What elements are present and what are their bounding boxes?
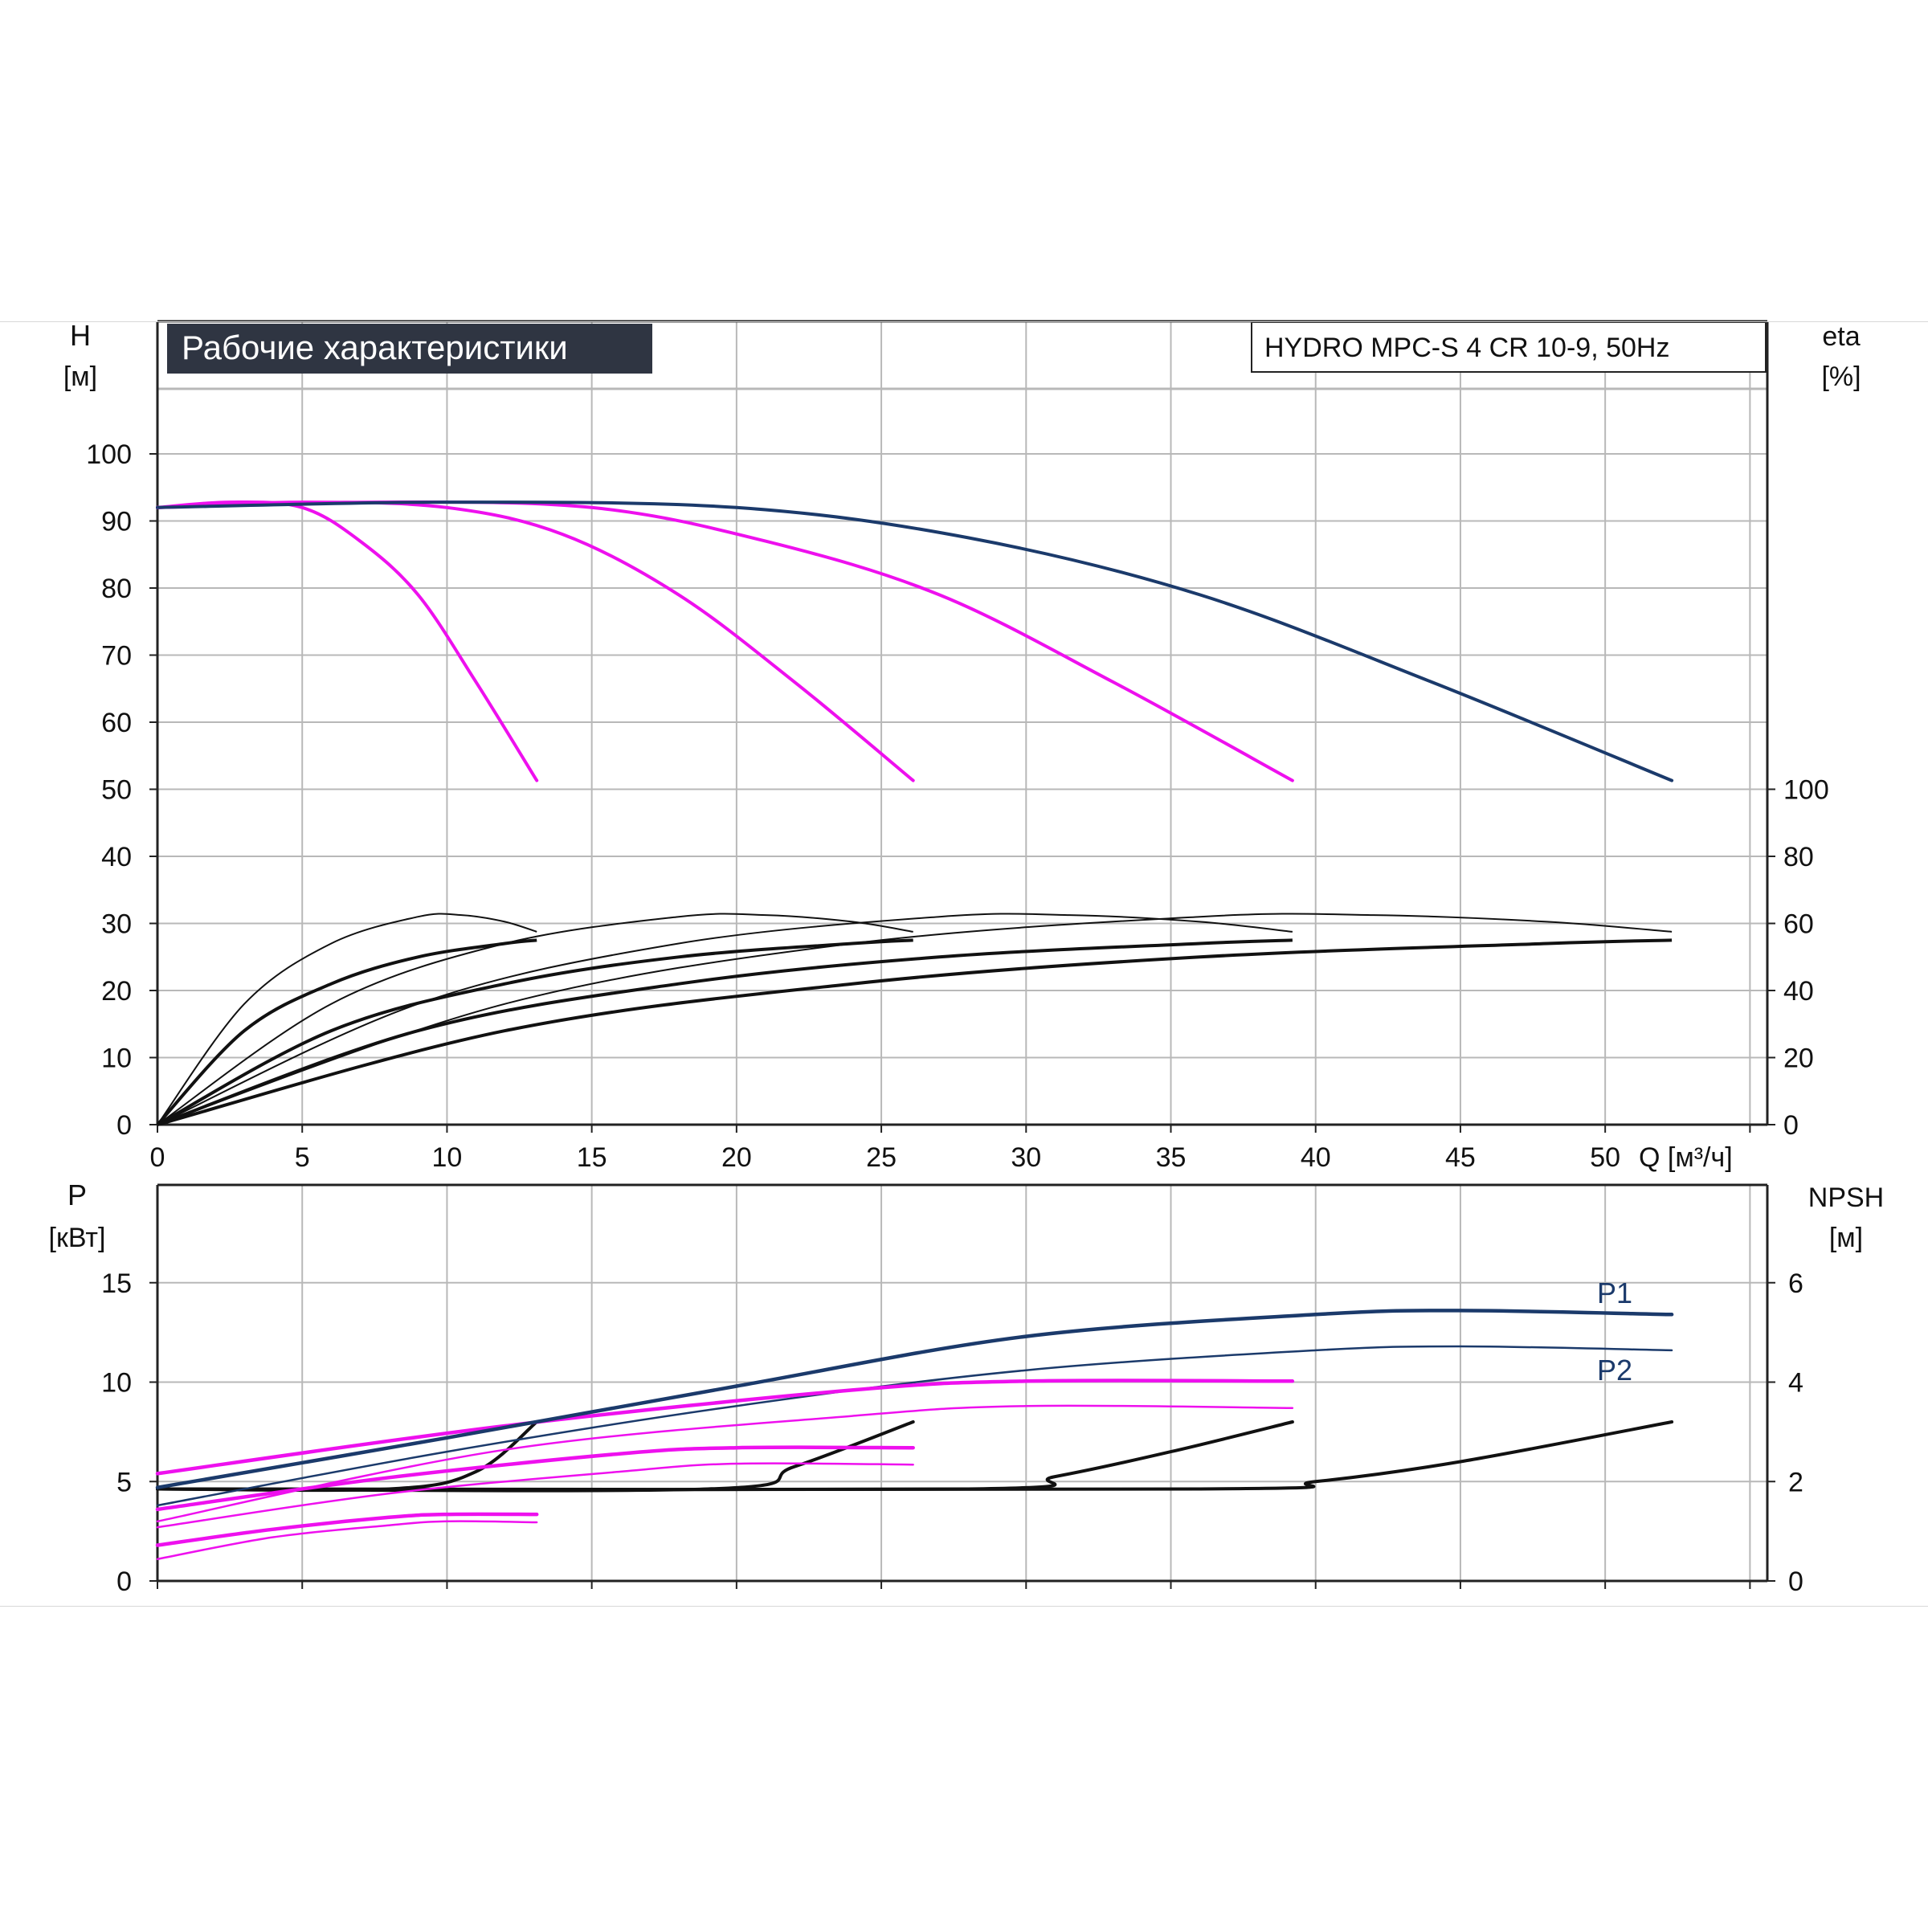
eta-curve xyxy=(157,913,537,1125)
y2-tick-label: 20 xyxy=(1783,1044,1814,1074)
p-axis-unit: [кВт] xyxy=(49,1223,106,1253)
y-tick-label: 80 xyxy=(101,574,132,604)
head-curve xyxy=(156,500,1674,782)
eta-curve xyxy=(157,913,913,1125)
p-axis-title: P xyxy=(67,1178,87,1211)
p2-curve xyxy=(156,1462,914,1529)
y2-tick-label: 80 xyxy=(1783,842,1814,872)
p-tick-label: 15 xyxy=(101,1268,132,1299)
x-tick-label: 5 xyxy=(295,1142,310,1173)
head-curve xyxy=(156,500,1294,782)
npsh-tick-label: 4 xyxy=(1788,1368,1803,1399)
p1-curve xyxy=(155,1445,915,1512)
npsh-axis-title: NPSH xyxy=(1808,1182,1884,1213)
y-tick-label: 50 xyxy=(101,775,132,806)
y-tick-label: 100 xyxy=(86,439,132,470)
y-tick-label: 20 xyxy=(101,976,132,1007)
performance-grid xyxy=(157,321,1767,1125)
head-curves xyxy=(156,500,1674,782)
y-tick-label: 90 xyxy=(101,507,132,537)
x-tick-label: 20 xyxy=(721,1142,752,1173)
eta-curve xyxy=(157,938,1673,1126)
y-axis-unit: [м] xyxy=(63,361,97,392)
chart-title: Рабочие характеристики xyxy=(182,329,568,366)
y-tick-label: 70 xyxy=(101,641,132,672)
y2-tick-label: 0 xyxy=(1783,1110,1799,1141)
y2-axis-title: eta xyxy=(1822,321,1860,352)
x-tick-label: 35 xyxy=(1156,1142,1187,1173)
model-label: HYDRO MPC-S 4 CR 10-9, 50Hz xyxy=(1264,333,1669,363)
eta-curve xyxy=(157,913,1673,1125)
p1-series-label: P1 xyxy=(1597,1276,1632,1309)
npsh-curve xyxy=(156,1420,1674,1492)
y-tick-label: 10 xyxy=(101,1044,132,1074)
p1-curve xyxy=(155,1309,1674,1489)
npsh-curve xyxy=(156,1420,1294,1492)
power-axes: 0 5 10 15 0 2 4 6 P [кВт] NPSH [м] P1 P2 xyxy=(49,1178,1885,1597)
p1-curve xyxy=(155,1379,1295,1476)
y2-tick-label: 60 xyxy=(1783,909,1814,940)
bottom-separator xyxy=(0,1606,1928,1607)
eta-curve xyxy=(157,938,1293,1126)
npsh-tick-label: 6 xyxy=(1788,1268,1803,1299)
x-tick-label: 50 xyxy=(1590,1142,1620,1173)
p2-curve xyxy=(156,1404,1294,1523)
x-tick-label: 0 xyxy=(150,1142,165,1173)
p1-curves xyxy=(155,1309,1674,1547)
p-tick-label: 5 xyxy=(116,1467,132,1497)
npsh-curves xyxy=(156,1420,1674,1493)
y-axis-title: H xyxy=(70,319,91,352)
p2-curve xyxy=(156,1345,1673,1507)
head-curve xyxy=(156,500,539,782)
p2-series-label: P2 xyxy=(1597,1354,1632,1387)
p-tick-label: 0 xyxy=(116,1566,132,1597)
x-tick-label: 15 xyxy=(577,1142,607,1173)
p-tick-label: 10 xyxy=(101,1368,132,1399)
top-separator xyxy=(0,321,1928,322)
x-tick-label: 10 xyxy=(432,1142,463,1173)
y-tick-label: 0 xyxy=(116,1110,132,1141)
y2-tick-label: 40 xyxy=(1783,976,1814,1007)
head-curve xyxy=(156,500,915,782)
x-tick-label: 45 xyxy=(1445,1142,1476,1173)
p2-curves xyxy=(156,1345,1673,1561)
npsh-tick-label: 0 xyxy=(1788,1566,1803,1597)
efficiency-curves xyxy=(156,913,1673,1126)
x-tick-label: 30 xyxy=(1011,1142,1041,1173)
npsh-tick-label: 2 xyxy=(1788,1467,1803,1497)
y-tick-label: 40 xyxy=(101,842,132,872)
npsh-axis-unit: [м] xyxy=(1829,1223,1863,1253)
p2-curve xyxy=(156,1520,538,1561)
x-axis-label: Q [м³/ч] xyxy=(1639,1142,1733,1173)
p1-curve xyxy=(155,1512,539,1547)
title-box xyxy=(167,324,652,374)
x-tick-label: 40 xyxy=(1301,1142,1331,1173)
y2-tick-label: 100 xyxy=(1783,775,1829,806)
y2-axis-unit: [%] xyxy=(1821,361,1861,392)
x-tick-label: 25 xyxy=(866,1142,897,1173)
model-label-box xyxy=(1251,321,1767,373)
y-tick-label: 60 xyxy=(101,708,132,738)
y-tick-label: 30 xyxy=(101,909,132,940)
